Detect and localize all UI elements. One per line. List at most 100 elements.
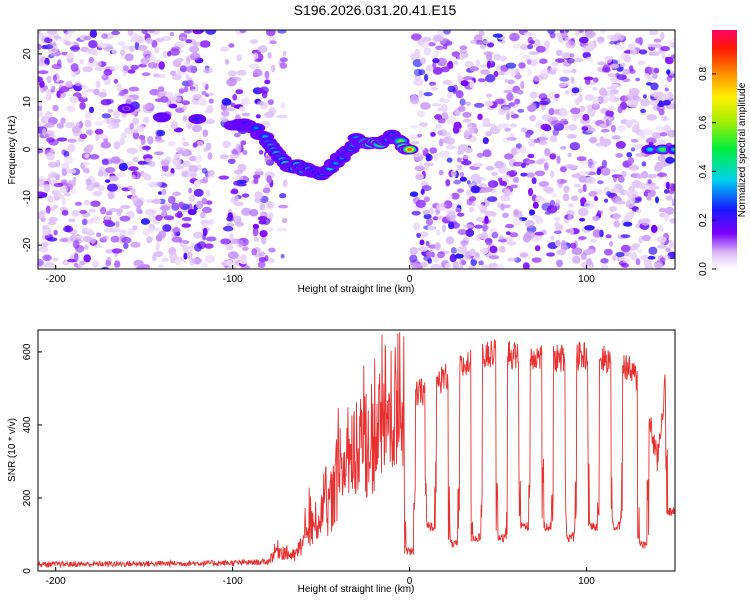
spectrogram-noise-blob — [192, 30, 204, 35]
spectrogram-noise-blob — [609, 40, 616, 45]
spectrogram-noise-blob — [579, 170, 590, 176]
spectrogram-noise-blob — [588, 191, 598, 197]
y-tick-label: 0 — [22, 568, 33, 574]
spectrogram-noise-blob — [151, 254, 157, 262]
spectrogram-noise-blob — [61, 179, 68, 184]
spectrogram-noise-blob — [459, 49, 468, 54]
spectrogram-noise-blob — [56, 137, 68, 142]
spectrogram-noise-blob — [457, 212, 465, 217]
spectrogram-noise-blob — [556, 259, 563, 268]
spectrogram-noise-blob — [650, 224, 658, 233]
spectrogram-trace-blob — [398, 139, 404, 143]
spectrogram-noise-blob — [52, 104, 59, 112]
spectrogram-noise-blob — [200, 30, 206, 33]
spectrogram-noise-blob — [507, 79, 515, 85]
spectrogram-noise-blob — [636, 248, 642, 254]
spectrogram-noise-blob — [226, 223, 235, 227]
spectrogram-noise-blob — [218, 175, 230, 180]
spectrogram-noise-blob — [183, 252, 188, 260]
spectrogram-noise-blob — [258, 256, 267, 263]
spectrogram-noise-blob — [570, 76, 575, 84]
spectrogram-noise-blob — [503, 89, 514, 94]
spectrogram-noise-blob — [191, 257, 203, 264]
spectrogram-noise-blob — [635, 152, 646, 157]
spectrogram-noise-blob — [410, 96, 419, 105]
spectrogram-noise-blob — [423, 92, 433, 97]
spectrogram-noise-blob — [276, 227, 288, 232]
spectrogram-noise-blob — [474, 40, 484, 45]
spectrogram-noise-blob — [437, 118, 446, 124]
spectrogram-noise-blob — [119, 215, 131, 222]
spectrogram-noise-blob — [664, 56, 674, 65]
spectrogram-noise-blob — [219, 46, 229, 52]
spectrogram-noise-blob — [671, 202, 675, 207]
spectrogram-noise-blob — [410, 140, 420, 145]
spectrogram-noise-blob — [155, 98, 164, 102]
spectrogram-noise-blob — [163, 215, 175, 221]
spectrogram-noise-blob — [88, 106, 95, 114]
spectrogram-noise-blob — [458, 105, 466, 112]
spectrogram-noise-blob — [72, 240, 80, 249]
spectrogram-noise-blob — [202, 233, 207, 241]
spectrogram-noise-blob — [534, 170, 546, 177]
spectrogram-noise-blob — [475, 216, 484, 222]
spectrogram-noise-blob — [46, 30, 58, 35]
spectrogram-noise-blob — [513, 208, 520, 216]
spectrogram-noise-blob — [437, 57, 447, 67]
spectrogram-noise-blob — [562, 193, 570, 202]
spectrogram-noise-blob — [598, 95, 609, 104]
spectrogram-noise-blob — [196, 200, 204, 209]
spectrogram-noise-blob — [119, 90, 126, 96]
spectrogram-noise-blob — [264, 155, 271, 164]
spectrogram-noise-blob — [641, 234, 652, 242]
spectrogram-noise-blob — [485, 74, 496, 83]
spectrogram-noise-blob — [171, 202, 180, 211]
spectrogram-noise-blob — [615, 251, 625, 258]
spectrogram-noise-blob — [101, 33, 108, 39]
spectrogram-noise-blob — [252, 227, 259, 237]
spectrogram-noise-blob — [659, 132, 668, 137]
y-tick-label: 0 — [22, 146, 33, 152]
spectrogram-noise-blob — [667, 39, 675, 48]
spectrogram-noise-blob — [151, 199, 162, 204]
spectrogram-noise-blob — [133, 259, 144, 267]
spectrogram-noise-blob — [75, 122, 81, 127]
spectrogram-noise-blob — [229, 154, 240, 159]
spectrogram-noise-blob — [131, 194, 139, 203]
spectrogram-noise-blob — [648, 67, 655, 75]
page-title: S196.2026.031.20.41.E15 — [293, 2, 457, 18]
spectrogram-noise-blob — [603, 91, 608, 96]
spectrogram-noise-blob — [120, 205, 131, 209]
spectrogram-noise-blob — [590, 238, 597, 243]
spectrogram-noise-blob — [419, 41, 430, 49]
spectrogram-noise-blob — [586, 258, 592, 267]
spectrogram-noise-blob — [460, 160, 472, 166]
spectrogram-noise-blob — [524, 219, 535, 229]
spectrogram-noise-blob — [653, 38, 662, 43]
spectrogram-noise-blob — [593, 196, 599, 202]
spectrogram-noise-blob — [527, 153, 535, 159]
spectrogram-noise-blob — [478, 260, 484, 266]
spectrogram-noise-blob — [640, 217, 651, 226]
spectrogram-noise-blob — [592, 87, 598, 91]
spectrogram-noise-blob — [462, 224, 474, 229]
spectrogram-noise-blob — [259, 230, 268, 238]
spectrogram-noise-blob — [663, 125, 672, 134]
spectrogram-noise-blob — [520, 172, 528, 177]
spectrogram-noise-blob — [504, 79, 509, 83]
spectrogram-noise-blob — [156, 181, 162, 188]
spectrogram-noise-blob — [461, 260, 467, 265]
spectrogram-noise-blob — [425, 218, 434, 226]
spectrogram-noise-blob — [257, 216, 268, 221]
spectrogram-noise-blob — [280, 102, 286, 109]
spectrogram-noise-blob — [101, 158, 109, 166]
spectrogram-noise-blob — [158, 61, 165, 70]
spectrogram-noise-blob — [574, 30, 580, 37]
spectrogram-noise-blob — [571, 68, 577, 74]
spectrogram-noise-blob — [447, 210, 456, 216]
spectrogram-noise-blob — [257, 261, 266, 268]
spectrogram-noise-blob — [253, 236, 260, 242]
spectrogram-noise-blob — [70, 44, 80, 53]
spectrogram-noise-blob — [84, 119, 92, 128]
spectrogram-noise-blob — [84, 244, 89, 250]
